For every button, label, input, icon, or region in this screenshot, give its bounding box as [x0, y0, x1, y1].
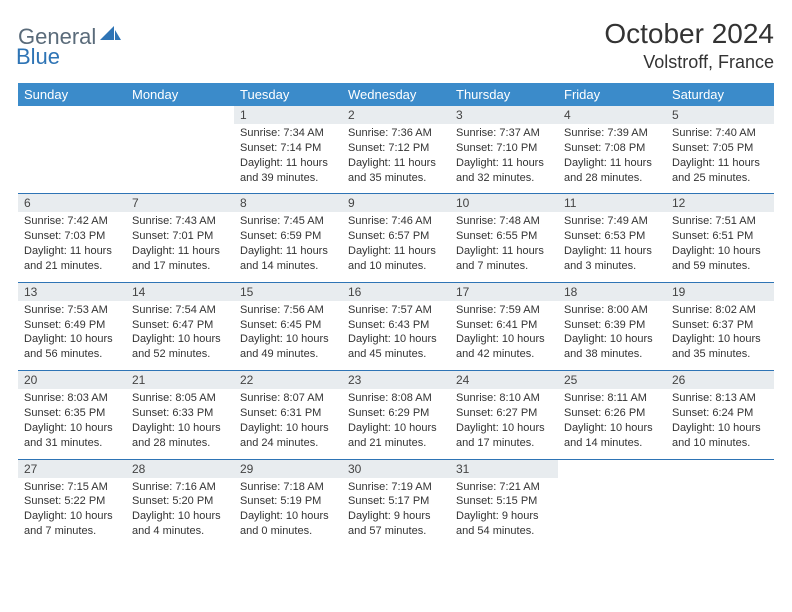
day-detail-cell: Sunrise: 7:56 AMSunset: 6:45 PMDaylight:…	[234, 301, 342, 371]
day-detail-cell	[666, 478, 774, 547]
detail-row: Sunrise: 8:03 AMSunset: 6:35 PMDaylight:…	[18, 389, 774, 459]
day-detail-cell: Sunrise: 8:07 AMSunset: 6:31 PMDaylight:…	[234, 389, 342, 459]
day-number-cell: 31	[450, 459, 558, 478]
day-number-cell: 27	[18, 459, 126, 478]
dow-row: Sunday Monday Tuesday Wednesday Thursday…	[18, 83, 774, 106]
day-number-cell: 28	[126, 459, 234, 478]
day-number-cell: 13	[18, 282, 126, 301]
day-number-cell: 25	[558, 371, 666, 390]
day-detail-cell: Sunrise: 8:08 AMSunset: 6:29 PMDaylight:…	[342, 389, 450, 459]
day-number-cell: 7	[126, 194, 234, 213]
dow-wed: Wednesday	[342, 83, 450, 106]
day-number-cell: 1	[234, 106, 342, 124]
day-number-cell: 19	[666, 282, 774, 301]
day-number-cell: 17	[450, 282, 558, 301]
day-number-cell: 15	[234, 282, 342, 301]
day-detail-cell: Sunrise: 7:21 AMSunset: 5:15 PMDaylight:…	[450, 478, 558, 547]
day-number-cell: 20	[18, 371, 126, 390]
logo-blue-wrap: Blue	[18, 44, 60, 70]
logo-text-blue: Blue	[16, 44, 60, 69]
day-detail-cell: Sunrise: 7:16 AMSunset: 5:20 PMDaylight:…	[126, 478, 234, 547]
day-detail-cell: Sunrise: 7:49 AMSunset: 6:53 PMDaylight:…	[558, 212, 666, 282]
day-number-cell: 2	[342, 106, 450, 124]
detail-row: Sunrise: 7:34 AMSunset: 7:14 PMDaylight:…	[18, 124, 774, 194]
day-detail-cell: Sunrise: 7:43 AMSunset: 7:01 PMDaylight:…	[126, 212, 234, 282]
day-number-cell: 4	[558, 106, 666, 124]
daynum-row: 12345	[18, 106, 774, 124]
day-detail-cell: Sunrise: 7:46 AMSunset: 6:57 PMDaylight:…	[342, 212, 450, 282]
day-detail-cell: Sunrise: 8:11 AMSunset: 6:26 PMDaylight:…	[558, 389, 666, 459]
title-block: October 2024 Volstroff, France	[604, 18, 774, 73]
location: Volstroff, France	[604, 52, 774, 73]
day-detail-cell: Sunrise: 7:59 AMSunset: 6:41 PMDaylight:…	[450, 301, 558, 371]
day-number-cell: 21	[126, 371, 234, 390]
dow-sun: Sunday	[18, 83, 126, 106]
logo-sail-icon	[100, 26, 122, 49]
day-number-cell: 6	[18, 194, 126, 213]
daynum-row: 20212223242526	[18, 371, 774, 390]
day-detail-cell: Sunrise: 8:05 AMSunset: 6:33 PMDaylight:…	[126, 389, 234, 459]
day-detail-cell: Sunrise: 7:34 AMSunset: 7:14 PMDaylight:…	[234, 124, 342, 194]
day-number-cell: 12	[666, 194, 774, 213]
day-number-cell: 8	[234, 194, 342, 213]
day-number-cell: 22	[234, 371, 342, 390]
dow-tue: Tuesday	[234, 83, 342, 106]
month-title: October 2024	[604, 18, 774, 50]
dow-fri: Friday	[558, 83, 666, 106]
detail-row: Sunrise: 7:42 AMSunset: 7:03 PMDaylight:…	[18, 212, 774, 282]
day-detail-cell: Sunrise: 7:57 AMSunset: 6:43 PMDaylight:…	[342, 301, 450, 371]
day-number-cell: 10	[450, 194, 558, 213]
calendar-table: Sunday Monday Tuesday Wednesday Thursday…	[18, 83, 774, 547]
daynum-row: 13141516171819	[18, 282, 774, 301]
dow-thu: Thursday	[450, 83, 558, 106]
header: General October 2024 Volstroff, France	[18, 18, 774, 73]
day-detail-cell: Sunrise: 7:42 AMSunset: 7:03 PMDaylight:…	[18, 212, 126, 282]
day-number-cell: 30	[342, 459, 450, 478]
day-number-cell	[558, 459, 666, 478]
day-detail-cell: Sunrise: 7:45 AMSunset: 6:59 PMDaylight:…	[234, 212, 342, 282]
day-detail-cell: Sunrise: 7:53 AMSunset: 6:49 PMDaylight:…	[18, 301, 126, 371]
day-number-cell: 23	[342, 371, 450, 390]
day-detail-cell: Sunrise: 7:18 AMSunset: 5:19 PMDaylight:…	[234, 478, 342, 547]
day-number-cell: 24	[450, 371, 558, 390]
daynum-row: 2728293031	[18, 459, 774, 478]
day-detail-cell: Sunrise: 7:19 AMSunset: 5:17 PMDaylight:…	[342, 478, 450, 547]
day-detail-cell: Sunrise: 8:02 AMSunset: 6:37 PMDaylight:…	[666, 301, 774, 371]
day-number-cell: 11	[558, 194, 666, 213]
day-detail-cell: Sunrise: 7:39 AMSunset: 7:08 PMDaylight:…	[558, 124, 666, 194]
day-number-cell: 26	[666, 371, 774, 390]
day-number-cell: 18	[558, 282, 666, 301]
day-number-cell: 29	[234, 459, 342, 478]
day-detail-cell: Sunrise: 7:54 AMSunset: 6:47 PMDaylight:…	[126, 301, 234, 371]
day-number-cell: 9	[342, 194, 450, 213]
day-number-cell: 16	[342, 282, 450, 301]
day-detail-cell: Sunrise: 7:48 AMSunset: 6:55 PMDaylight:…	[450, 212, 558, 282]
day-detail-cell: Sunrise: 7:40 AMSunset: 7:05 PMDaylight:…	[666, 124, 774, 194]
day-number-cell: 5	[666, 106, 774, 124]
detail-row: Sunrise: 7:53 AMSunset: 6:49 PMDaylight:…	[18, 301, 774, 371]
day-detail-cell: Sunrise: 8:13 AMSunset: 6:24 PMDaylight:…	[666, 389, 774, 459]
dow-mon: Monday	[126, 83, 234, 106]
day-number-cell	[666, 459, 774, 478]
day-detail-cell: Sunrise: 7:36 AMSunset: 7:12 PMDaylight:…	[342, 124, 450, 194]
day-detail-cell	[126, 124, 234, 194]
day-number-cell	[126, 106, 234, 124]
day-detail-cell: Sunrise: 7:37 AMSunset: 7:10 PMDaylight:…	[450, 124, 558, 194]
daynum-row: 6789101112	[18, 194, 774, 213]
day-detail-cell: Sunrise: 8:00 AMSunset: 6:39 PMDaylight:…	[558, 301, 666, 371]
day-number-cell: 14	[126, 282, 234, 301]
day-number-cell	[18, 106, 126, 124]
day-detail-cell	[558, 478, 666, 547]
day-number-cell: 3	[450, 106, 558, 124]
dow-sat: Saturday	[666, 83, 774, 106]
day-detail-cell: Sunrise: 7:51 AMSunset: 6:51 PMDaylight:…	[666, 212, 774, 282]
detail-row: Sunrise: 7:15 AMSunset: 5:22 PMDaylight:…	[18, 478, 774, 547]
day-detail-cell: Sunrise: 7:15 AMSunset: 5:22 PMDaylight:…	[18, 478, 126, 547]
day-detail-cell: Sunrise: 8:03 AMSunset: 6:35 PMDaylight:…	[18, 389, 126, 459]
day-detail-cell	[18, 124, 126, 194]
day-detail-cell: Sunrise: 8:10 AMSunset: 6:27 PMDaylight:…	[450, 389, 558, 459]
